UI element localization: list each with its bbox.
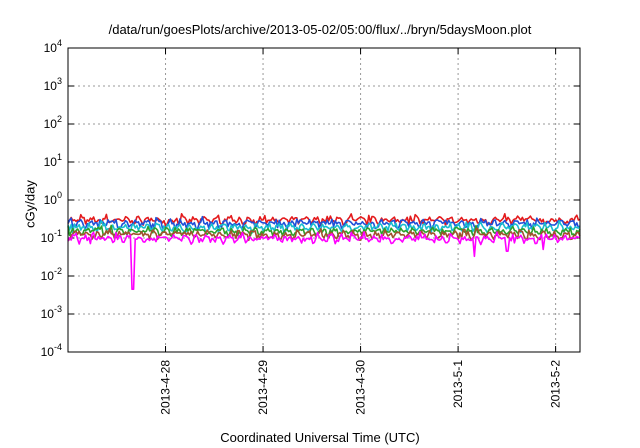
y-tick-label: 10-4 [41, 342, 62, 359]
y-tick-label: 100 [44, 190, 62, 207]
x-tick-label: 2013-5-2 [549, 360, 563, 408]
series-line [67, 215, 581, 230]
series-line [67, 220, 581, 234]
y-tick-label: 101 [44, 152, 62, 169]
chart-title: /data/run/goesPlots/archive/2013-05-02/0… [108, 22, 532, 37]
x-tick-label: 2013-4-28 [159, 360, 173, 415]
plot-frame [67, 47, 581, 353]
x-tick-label: 2013-4-29 [256, 360, 270, 415]
x-tick-label: 2013-5-1 [451, 360, 465, 408]
y-axis-label: cGy/day [22, 180, 38, 228]
series-line [67, 231, 581, 291]
y-tick-label: 10-1 [41, 228, 62, 245]
y-tick-label: 103 [44, 76, 62, 93]
y-tick-label: 10-3 [41, 304, 62, 321]
x-axis-label: Coordinated Universal Time (UTC) [220, 430, 420, 445]
y-tick-label: 102 [44, 114, 62, 131]
series-line [67, 213, 581, 227]
x-tick-label: 2013-4-30 [354, 360, 368, 415]
y-tick-label: 10-2 [41, 266, 62, 283]
y-tick-label: 104 [44, 38, 62, 55]
